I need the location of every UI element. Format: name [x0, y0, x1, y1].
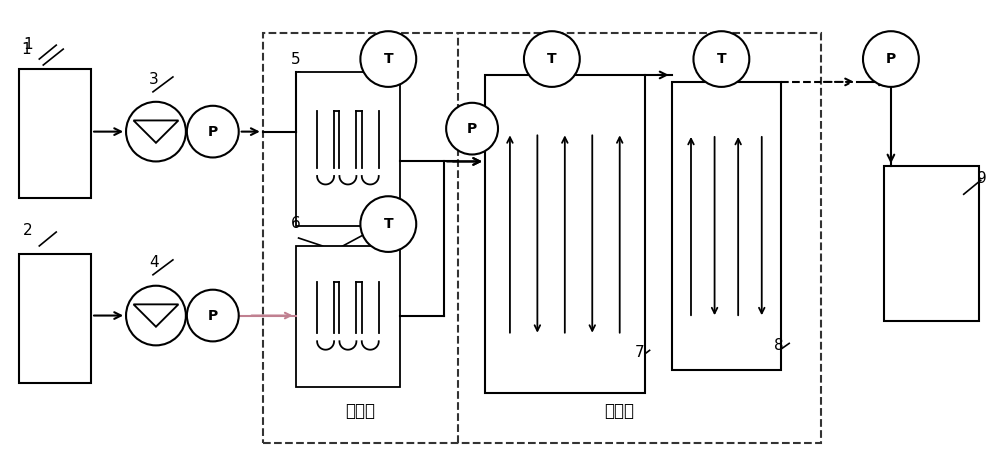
Text: 9: 9: [977, 171, 986, 186]
Text: P: P: [208, 125, 218, 139]
Text: T: T: [383, 217, 393, 231]
Bar: [19, 69, 91, 198]
Circle shape: [863, 31, 919, 87]
Bar: [884, 167, 979, 320]
Text: 预热区: 预热区: [345, 402, 375, 420]
Circle shape: [187, 290, 239, 341]
Circle shape: [360, 31, 416, 87]
Bar: [263, 33, 821, 443]
Text: P: P: [208, 308, 218, 323]
Text: P: P: [886, 52, 896, 66]
Text: 5: 5: [291, 52, 300, 67]
Circle shape: [693, 31, 749, 87]
Text: P: P: [467, 122, 477, 136]
Bar: [672, 82, 781, 370]
Bar: [296, 72, 400, 226]
Circle shape: [187, 106, 239, 158]
Text: 4: 4: [149, 255, 159, 270]
Circle shape: [360, 196, 416, 252]
Bar: [19, 254, 91, 383]
Text: 2: 2: [23, 223, 33, 238]
Circle shape: [126, 286, 186, 346]
Text: 反应区: 反应区: [605, 402, 635, 420]
Circle shape: [126, 102, 186, 161]
Text: T: T: [383, 52, 393, 66]
Text: 3: 3: [149, 72, 159, 87]
Text: 1: 1: [21, 42, 31, 57]
Bar: [485, 75, 645, 393]
Text: T: T: [547, 52, 557, 66]
Circle shape: [524, 31, 580, 87]
Text: 8: 8: [774, 338, 784, 353]
Text: T: T: [717, 52, 726, 66]
Circle shape: [446, 103, 498, 155]
Text: 1: 1: [23, 37, 33, 52]
Bar: [296, 246, 400, 387]
Text: 6: 6: [291, 216, 300, 231]
Text: 7: 7: [635, 345, 644, 360]
